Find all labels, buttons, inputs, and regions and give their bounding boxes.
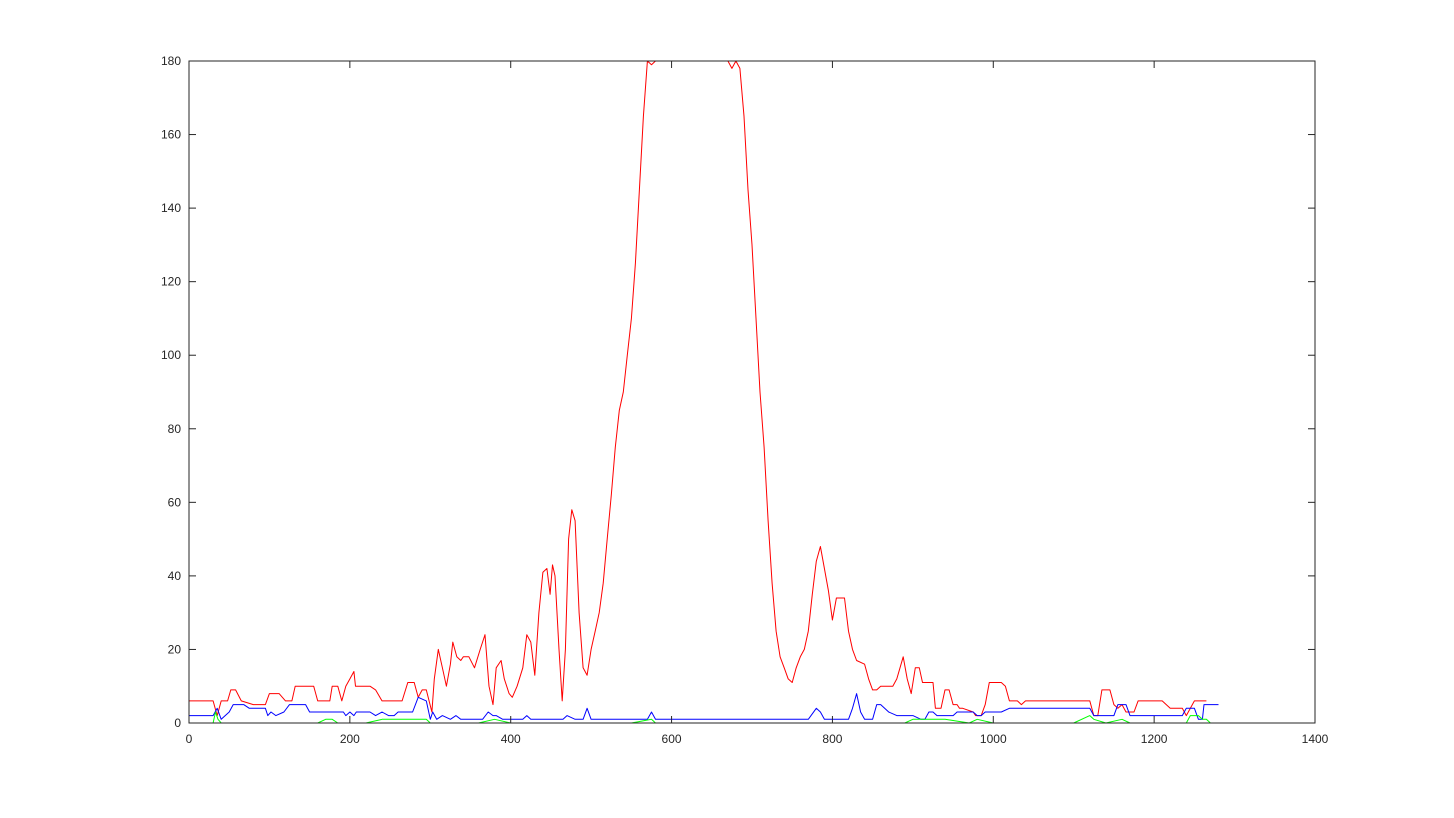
- y-tick-label: 140: [161, 201, 181, 215]
- x-tick-label: 1400: [1302, 732, 1329, 746]
- y-tick-label: 0: [174, 716, 181, 730]
- plot-area: [189, 61, 1315, 723]
- x-tick-label: 600: [662, 732, 682, 746]
- x-tick-label: 800: [822, 732, 842, 746]
- axes-box: [188, 60, 1316, 724]
- y-tick-label: 120: [161, 275, 181, 289]
- y-tick-label: 20: [168, 642, 182, 656]
- x-tick-label: 400: [501, 732, 521, 746]
- x-tick-label: 1200: [1141, 732, 1168, 746]
- series-line-2: [189, 693, 1219, 720]
- y-tick-label: 160: [161, 128, 181, 142]
- axes-layer: 0 200 400 600 800 1000 1200 1400 0 20 40 60 80 100 120…: [161, 54, 1329, 746]
- y-tick-label: 100: [161, 348, 181, 362]
- y-tick-label: 80: [168, 422, 182, 436]
- x-tick-label: 200: [340, 732, 360, 746]
- y-tick-label: 180: [161, 54, 181, 68]
- series-line-1: [189, 60, 1207, 717]
- y-tick-label: 40: [168, 569, 182, 583]
- x-tick-label: 0: [186, 732, 193, 746]
- y-tick-label: 60: [168, 495, 182, 509]
- x-tick-label: 1000: [980, 732, 1007, 746]
- plot-background: [189, 61, 1315, 723]
